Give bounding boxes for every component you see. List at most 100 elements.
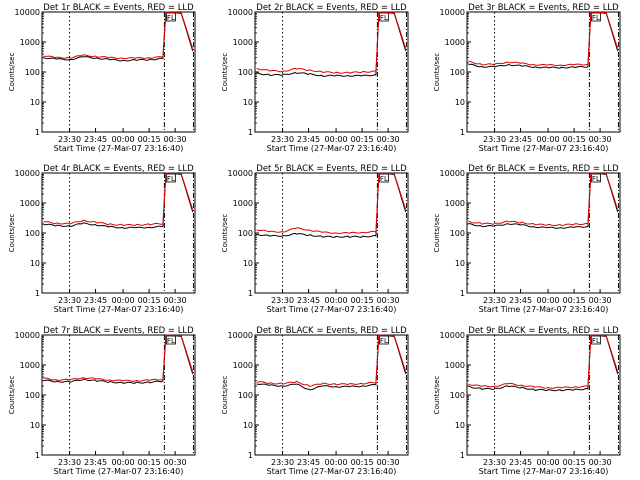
- y-tick-label: 10: [243, 98, 253, 107]
- y-axis-label: Counts/sec: [221, 53, 229, 92]
- y-tick-label: 10000: [440, 169, 465, 178]
- x-tick-label: 00:00: [112, 296, 135, 305]
- y-axis-label: Counts/sec: [8, 214, 16, 253]
- panel-det-7: Det 7r BLACK = Events, RED = LLD 1 10 100 10…: [8, 326, 196, 476]
- flare-marker-box: [378, 12, 389, 22]
- y-tick-label: 100: [238, 391, 253, 400]
- y-tick-label: 1: [35, 289, 40, 298]
- y-tick-label: 1000: [20, 199, 40, 208]
- x-tick-label: 23:30: [483, 296, 506, 305]
- y-tick-label: 1: [248, 451, 253, 460]
- y-tick-label: 10000: [15, 169, 40, 178]
- x-tick-label: 00:30: [377, 458, 400, 467]
- x-axis-label: Start Time (27-Mar-07 23:16:40): [54, 305, 184, 314]
- y-tick-label: 10: [455, 259, 465, 268]
- x-tick-label: 00:00: [325, 458, 348, 467]
- series-line-events: [256, 11, 407, 77]
- panel-det-4: Det 4r BLACK = Events, RED = LLD 1 10 100 10…: [8, 164, 196, 314]
- y-tick-label: 1: [248, 128, 253, 137]
- x-axis-label: Start Time (27-Mar-07 23:16:40): [479, 467, 609, 476]
- y-tick-label: 10000: [228, 8, 253, 17]
- panel-title: Det 6r BLACK = Events, RED = LLD: [468, 164, 619, 174]
- x-tick-label: 23:45: [509, 135, 532, 144]
- series-line-events: [43, 334, 194, 384]
- x-axis-label: Start Time (27-Mar-07 23:16:40): [267, 467, 397, 476]
- x-tick-label: 00:30: [589, 135, 612, 144]
- y-axis-label: Counts/sec: [433, 214, 441, 253]
- panel-title: Det 7r BLACK = Events, RED = LLD: [43, 326, 194, 336]
- x-tick-label: 23:45: [297, 458, 320, 467]
- x-tick-label: 00:15: [351, 135, 374, 144]
- flare-marker-box: [378, 173, 389, 183]
- x-tick-label: 00:30: [164, 458, 187, 467]
- y-tick-label: 1000: [445, 38, 465, 47]
- series-line-events: [256, 334, 407, 391]
- x-tick-label: 23:45: [84, 458, 107, 467]
- x-tick-label: 23:30: [271, 458, 294, 467]
- flare-marker-label: FL: [380, 337, 388, 345]
- y-tick-label: 10: [30, 421, 40, 430]
- x-tick-label: 23:30: [58, 296, 81, 305]
- x-tick-label: 23:30: [58, 458, 81, 467]
- x-tick-label: 00:00: [325, 296, 348, 305]
- flare-marker-box: [165, 12, 176, 22]
- y-tick-label: 1: [35, 451, 40, 460]
- x-tick-label: 00:15: [138, 135, 161, 144]
- x-tick-label: 00:00: [537, 458, 560, 467]
- y-tick-label: 100: [25, 229, 40, 238]
- series-line-lld: [468, 172, 619, 227]
- panel-det-6: Det 6r BLACK = Events, RED = LLD 1 10 100 10…: [433, 164, 621, 314]
- y-tick-label: 100: [238, 229, 253, 238]
- flare-marker-label: FL: [592, 175, 600, 183]
- x-tick-label: 00:15: [138, 458, 161, 467]
- flare-marker-label: FL: [592, 337, 600, 345]
- x-tick-label: 00:30: [164, 296, 187, 305]
- y-tick-label: 1: [35, 128, 40, 137]
- x-axis-label: Start Time (27-Mar-07 23:16:40): [54, 467, 184, 476]
- y-tick-label: 100: [450, 391, 465, 400]
- panel-det-2: Det 2r BLACK = Events, RED = LLD 1 10 100 10…: [221, 3, 409, 153]
- y-tick-label: 1000: [445, 361, 465, 370]
- x-tick-label: 23:45: [297, 296, 320, 305]
- panel-title: Det 9r BLACK = Events, RED = LLD: [468, 326, 619, 336]
- x-axis-label: Start Time (27-Mar-07 23:16:40): [267, 144, 397, 153]
- y-tick-label: 10000: [440, 8, 465, 17]
- y-tick-label: 1000: [233, 361, 253, 370]
- y-axis-label: Counts/sec: [8, 53, 16, 92]
- series-line-events: [43, 172, 194, 229]
- x-tick-label: 00:00: [537, 135, 560, 144]
- series-line-lld: [43, 11, 194, 60]
- series-line-lld: [43, 172, 194, 227]
- y-tick-label: 1: [460, 289, 465, 298]
- x-tick-label: 00:00: [325, 135, 348, 144]
- panel-det-9: Det 9r BLACK = Events, RED = LLD 1 10 100 10…: [433, 326, 621, 476]
- x-axis-label: Start Time (27-Mar-07 23:16:40): [267, 305, 397, 314]
- y-tick-label: 10: [30, 259, 40, 268]
- x-tick-label: 00:15: [351, 296, 374, 305]
- x-tick-label: 00:00: [112, 135, 135, 144]
- y-tick-label: 10: [243, 421, 253, 430]
- y-tick-label: 10000: [228, 331, 253, 340]
- x-tick-label: 00:15: [563, 135, 586, 144]
- y-tick-label: 10000: [440, 331, 465, 340]
- panel-title: Det 3r BLACK = Events, RED = LLD: [468, 3, 619, 13]
- x-tick-label: 00:15: [138, 296, 161, 305]
- y-axis-label: Counts/sec: [433, 376, 441, 415]
- y-tick-label: 10000: [15, 8, 40, 17]
- flare-marker-label: FL: [167, 14, 175, 22]
- x-tick-label: 23:45: [84, 135, 107, 144]
- flare-marker-box: [591, 173, 601, 183]
- flare-marker-box: [378, 335, 389, 345]
- series-line-events: [256, 172, 407, 238]
- x-tick-label: 23:30: [58, 135, 81, 144]
- x-tick-label: 23:45: [509, 458, 532, 467]
- x-tick-label: 23:45: [84, 296, 107, 305]
- y-tick-label: 10: [455, 421, 465, 430]
- series-line-events: [468, 334, 619, 392]
- y-tick-label: 100: [450, 68, 465, 77]
- series-line-events: [468, 172, 619, 229]
- series-line-lld: [468, 11, 619, 67]
- y-tick-label: 1000: [233, 199, 253, 208]
- y-tick-label: 10: [243, 259, 253, 268]
